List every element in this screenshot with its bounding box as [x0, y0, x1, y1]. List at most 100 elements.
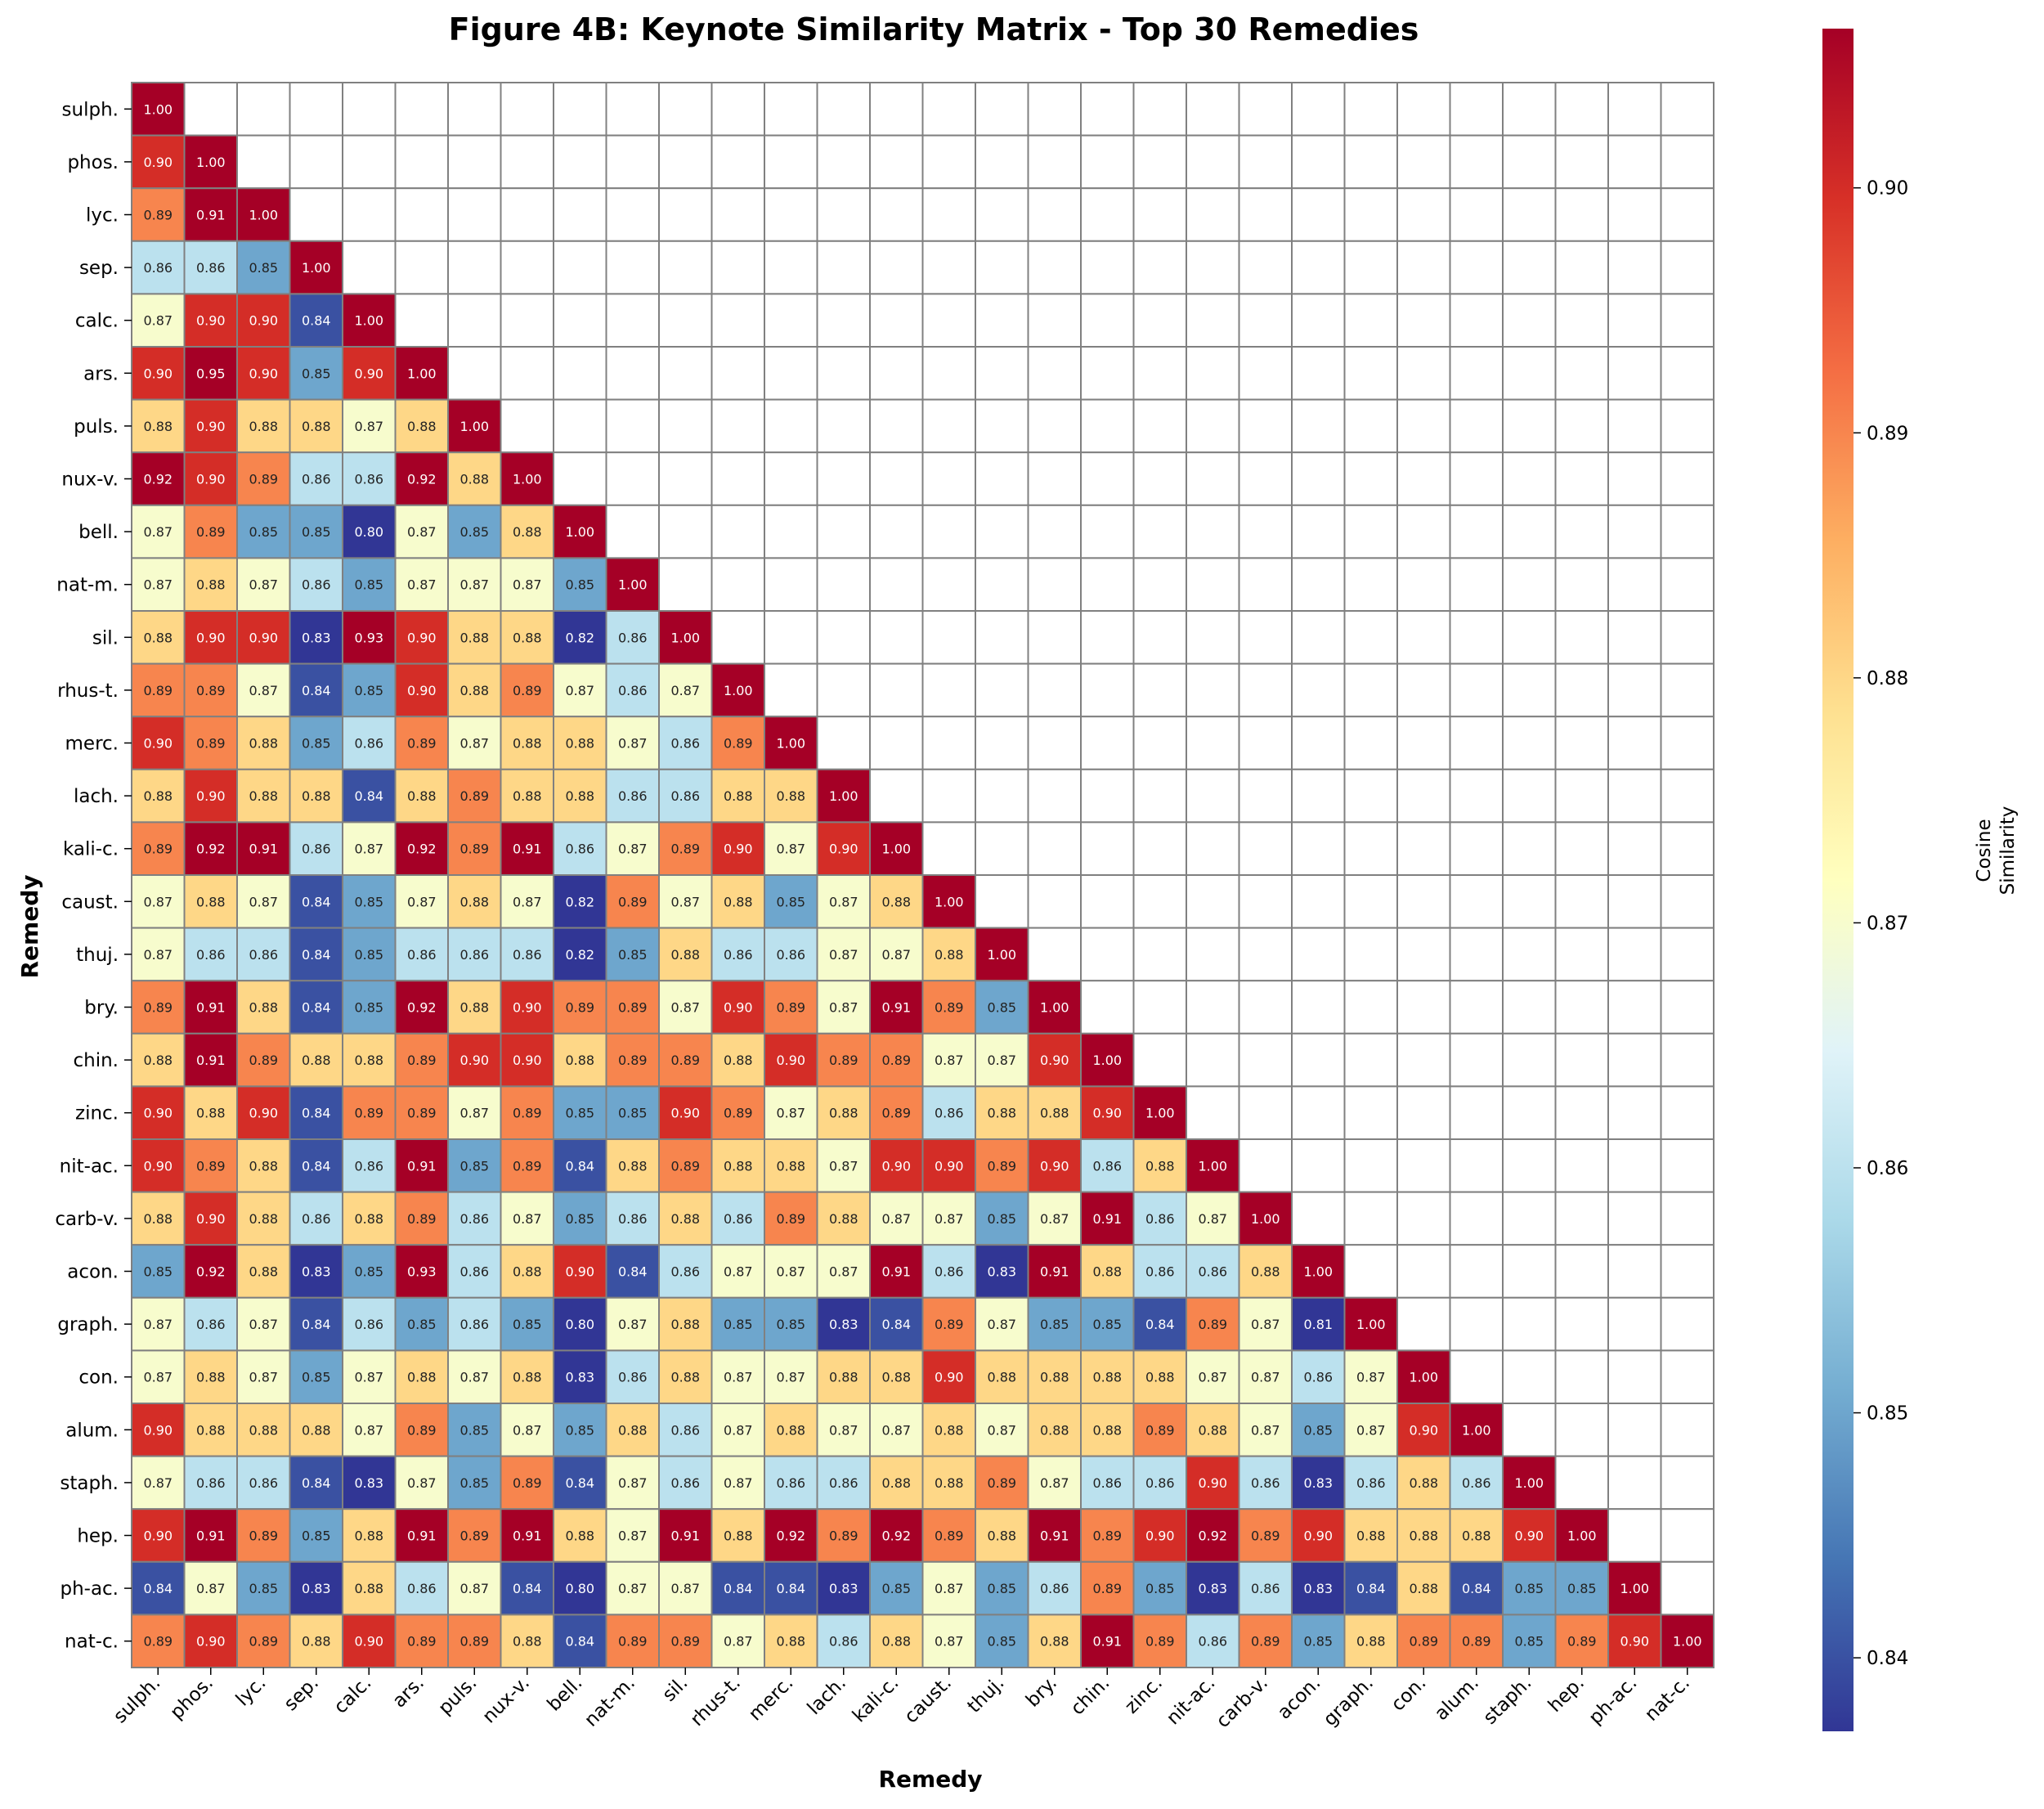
masked-cell — [1449, 451, 1504, 506]
masked-cell — [1080, 557, 1135, 613]
cell-value-label: 0.89 — [829, 1528, 858, 1544]
cell-value-label: 0.86 — [670, 1422, 700, 1438]
masked-cell — [658, 557, 713, 613]
masked-cell — [1396, 1032, 1451, 1088]
cell-value-label: 0.89 — [881, 1053, 911, 1068]
masked-cell — [1449, 187, 1504, 242]
cell-value-label: 0.86 — [302, 842, 331, 857]
cell-value-label: 0.88 — [407, 419, 437, 434]
masked-cell — [1027, 716, 1082, 770]
cell-value-label: 0.90 — [670, 1106, 700, 1121]
cell-value-label: 0.87 — [143, 1317, 173, 1332]
cell-value-label: 0.88 — [513, 736, 542, 752]
masked-cell — [1027, 927, 1082, 982]
cell-value-label: 0.85 — [302, 1370, 331, 1385]
cell-value-label: 0.89 — [459, 1528, 489, 1544]
cell-value-label: 0.89 — [670, 1053, 700, 1068]
heatmap-cell — [605, 768, 660, 824]
cell-value-label: 0.85 — [354, 1000, 383, 1016]
cell-value-label: 0.87 — [143, 577, 173, 593]
cell-value-label: 0.90 — [1040, 1158, 1069, 1174]
y-tick-label: bry. — [84, 998, 119, 1019]
masked-cell — [1132, 821, 1187, 877]
masked-cell — [1554, 187, 1609, 242]
heatmap-cell — [289, 1085, 343, 1141]
cell-value-label: 0.89 — [513, 1158, 542, 1174]
heatmap-cell — [1238, 1296, 1293, 1352]
masked-cell — [1607, 557, 1662, 613]
masked-cell — [1080, 451, 1135, 506]
cell-value-label: 0.89 — [1251, 1634, 1280, 1650]
masked-cell — [1343, 187, 1398, 242]
cell-value-label: 0.88 — [829, 1106, 858, 1121]
heatmap-cell — [975, 1560, 1029, 1616]
masked-cell — [921, 504, 976, 559]
masked-cell — [921, 557, 976, 613]
cell-value-label: 0.87 — [776, 842, 805, 857]
cell-value-label: 0.90 — [196, 419, 226, 434]
masked-cell — [1027, 451, 1082, 506]
cell-value-label: 0.88 — [776, 1634, 805, 1650]
cell-value-label: 0.80 — [565, 1317, 594, 1332]
cell-value-label: 0.88 — [724, 894, 753, 909]
y-tick-label: nit-ac. — [60, 1156, 119, 1177]
cell-value-label: 0.88 — [302, 1634, 331, 1650]
masked-cell — [1291, 768, 1346, 824]
heatmap-cell — [869, 1191, 924, 1246]
masked-cell — [1607, 187, 1662, 242]
heatmap-cell — [710, 1191, 765, 1246]
masked-cell — [1554, 1085, 1609, 1141]
cell-value-label: 0.90 — [196, 1211, 226, 1227]
cell-value-label: 0.88 — [1092, 1422, 1122, 1438]
masked-cell — [1343, 398, 1398, 454]
masked-cell — [1291, 82, 1346, 137]
y-tick-labels: sulph. phos. lyc. sep. calc. ars. puls. nux-v. b… — [55, 99, 132, 1653]
cell-value-label: 0.88 — [881, 1634, 911, 1650]
cell-value-label: 1.00 — [987, 947, 1016, 963]
y-tick-label: sep. — [79, 258, 119, 279]
heatmap-cell — [764, 1244, 818, 1299]
heatmap-cell — [764, 927, 818, 982]
masked-cell — [921, 293, 976, 348]
cell-value-label: 0.89 — [407, 1106, 437, 1121]
masked-cell — [1396, 610, 1451, 665]
heatmap-cell — [131, 768, 186, 824]
masked-cell — [1660, 662, 1715, 718]
heatmap-cell — [553, 768, 607, 824]
cell-value-label: 0.88 — [513, 630, 542, 645]
cell-value-label: 0.90 — [407, 683, 437, 698]
cell-value-label: 0.90 — [143, 155, 173, 170]
masked-cell — [1607, 610, 1662, 665]
heatmap-cell — [289, 346, 343, 401]
masked-cell — [1132, 398, 1187, 454]
masked-cell — [1343, 1085, 1398, 1141]
heatmap-cell — [236, 1085, 291, 1141]
heatmap-cell — [553, 1296, 607, 1352]
masked-cell — [1343, 980, 1398, 1035]
heatmap-cell — [869, 980, 924, 1035]
heatmap-cell — [605, 1403, 660, 1457]
masked-cell — [1607, 1508, 1662, 1563]
y-tick-label: nat-m. — [56, 575, 119, 596]
masked-cell — [1607, 768, 1662, 824]
cell-value-label: 0.91 — [1092, 1634, 1122, 1650]
heatmap-cell — [710, 1032, 765, 1088]
masked-cell — [658, 346, 713, 401]
masked-cell — [1132, 927, 1187, 982]
cell-value-label: 0.87 — [513, 577, 542, 593]
masked-cell — [975, 557, 1029, 613]
cell-value-label: 0.88 — [670, 947, 700, 963]
heatmap-cell — [1080, 1191, 1135, 1246]
masked-cell — [1186, 980, 1240, 1035]
cell-value-label: 0.87 — [407, 1475, 437, 1491]
cell-value-label: 0.87 — [935, 1634, 964, 1650]
masked-cell — [1291, 610, 1346, 665]
y-tick-label: chin. — [73, 1050, 119, 1071]
masked-cell — [1027, 557, 1082, 613]
cell-value-label: 0.88 — [196, 1106, 226, 1121]
cell-value-label: 0.87 — [618, 736, 648, 752]
masked-cell — [1027, 504, 1082, 559]
cell-value-label: 0.84 — [776, 1581, 805, 1596]
heatmap-cell — [236, 346, 291, 401]
masked-cell — [658, 134, 713, 190]
